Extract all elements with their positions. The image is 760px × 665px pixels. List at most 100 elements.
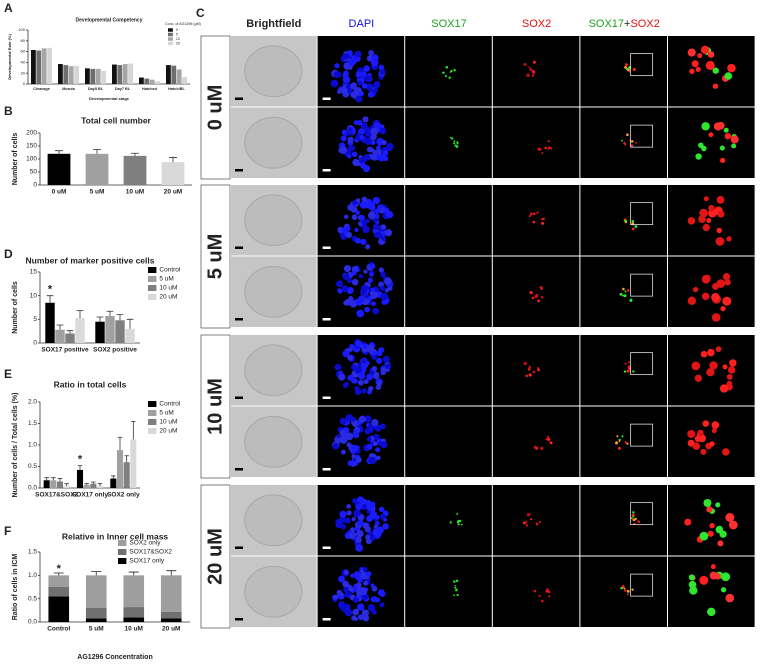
nucleus: [338, 147, 345, 154]
bar: [96, 485, 104, 488]
fluorescence-image: [580, 256, 667, 327]
y-tick-label: 0.0: [28, 619, 37, 626]
row-label-strip: [200, 35, 231, 180]
y-tick-label: 5: [33, 316, 37, 323]
nucleus: [349, 300, 357, 308]
nucleus: [341, 129, 347, 135]
nucleus: [363, 269, 368, 274]
nucleus: [365, 571, 372, 577]
nucleus: [369, 147, 375, 153]
nucleus: [699, 208, 708, 218]
nucleus: [530, 518, 533, 521]
nucleus: [455, 588, 458, 592]
x-axis-label: AG1296 Concentration: [77, 654, 152, 661]
nucleus: [445, 66, 449, 69]
nucleus: [529, 212, 533, 216]
nucleus: [532, 220, 536, 224]
legend-title: Conc. of AG1296 (μM): [165, 22, 201, 26]
bar: [50, 480, 57, 488]
nucleus: [697, 429, 704, 437]
nucleus: [525, 374, 528, 378]
nucleus: [374, 521, 380, 526]
nucleus: [356, 603, 365, 611]
nucleus: [370, 596, 378, 603]
nucleus: [725, 593, 735, 603]
merge-header-part: +: [624, 18, 630, 30]
nucleus: [379, 602, 385, 608]
nucleus: [523, 63, 527, 66]
nucleus: [533, 589, 537, 593]
nucleus: [357, 614, 364, 621]
x-tick-label: Cleavage: [33, 87, 50, 91]
bar: [75, 317, 85, 343]
fluorescence-image: [492, 107, 580, 178]
nucleus: [688, 580, 697, 589]
nucleus: [364, 137, 372, 146]
legend-label: 10: [176, 37, 180, 41]
nucleus: [337, 575, 345, 583]
nucleus: [386, 142, 394, 151]
nucleus: [697, 53, 703, 59]
nucleus: [694, 374, 703, 382]
nucleus: [707, 530, 714, 537]
bar: [56, 481, 64, 488]
panel-label: A: [4, 1, 13, 15]
nucleus: [344, 591, 351, 598]
error-bar: [169, 157, 177, 163]
x-tick-label: SOX2 positive: [93, 347, 137, 354]
y-tick-label: 200: [26, 130, 37, 137]
error-bar: [76, 309, 84, 318]
nucleus: [731, 143, 737, 149]
bar: [105, 316, 115, 343]
nucleus: [722, 364, 728, 370]
nucleus: [541, 151, 544, 154]
nucleus: [381, 236, 387, 241]
nucleus: [384, 288, 390, 293]
bar: [95, 321, 105, 343]
nucleus: [364, 415, 372, 423]
y-tick-label: 15: [30, 269, 38, 276]
nucleus: [336, 280, 344, 288]
nucleus: [711, 421, 720, 429]
chart-title: Developmental Competency: [76, 17, 143, 23]
nucleus: [708, 132, 714, 138]
row-label-strip: [200, 484, 231, 629]
x-tick-label: 10 uM: [125, 626, 143, 633]
embryo-outline: [244, 565, 303, 618]
chart-title: Number of marker positive cells: [26, 255, 155, 265]
nucleus: [361, 220, 368, 226]
y-axis-label: Developmental Rate (%): [7, 34, 12, 80]
legend-label: SOX2 only: [129, 540, 161, 547]
nucleus: [380, 441, 388, 449]
scale-bar: [235, 169, 243, 172]
nucleus: [528, 373, 532, 377]
panel-label: B: [4, 104, 13, 118]
nucleus: [631, 588, 634, 591]
fluorescence-image: [580, 406, 667, 477]
nucleus: [726, 380, 733, 387]
bar-segment: [123, 607, 145, 618]
error-bar: [116, 314, 124, 321]
nucleus: [357, 379, 364, 386]
bar: [47, 153, 71, 185]
legend-label: Control: [159, 267, 181, 274]
row-label: 20 uM: [204, 528, 226, 585]
nucleus: [532, 370, 536, 374]
nucleus: [626, 133, 629, 137]
fluorescence-image: [492, 485, 580, 556]
bar: [65, 333, 75, 343]
nucleus: [525, 520, 528, 523]
nucleus: [629, 299, 633, 303]
bar: [63, 485, 70, 488]
nucleus: [531, 74, 534, 77]
x-tick-label: SOX2 only: [107, 492, 140, 499]
nucleus: [381, 140, 387, 146]
nucleus: [625, 68, 628, 71]
nucleus: [366, 436, 372, 442]
error-bar: [51, 477, 56, 481]
nucleus: [723, 127, 729, 133]
nucleus: [627, 365, 630, 367]
nucleus: [630, 140, 634, 143]
y-tick-label: 10: [30, 292, 38, 299]
nucleus: [343, 569, 349, 575]
